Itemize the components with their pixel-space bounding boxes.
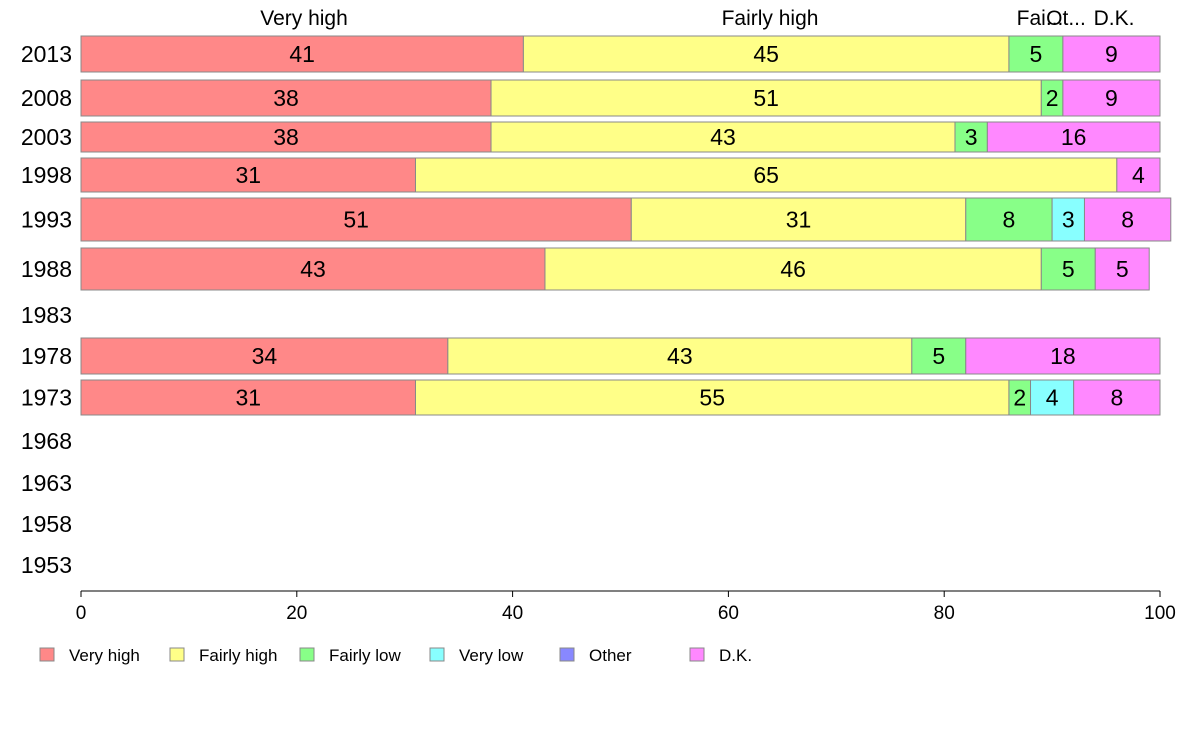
bar-label-1988-very-high: 43 [300, 256, 326, 282]
category-label-1993: 1993 [21, 207, 72, 233]
bar-label-2013-very-high: 41 [289, 41, 315, 67]
x-tick-label-40: 40 [502, 603, 523, 624]
bar-label-1993-very-low: 3 [1062, 207, 1075, 233]
category-label-1978: 1978 [21, 343, 72, 369]
legend-swatch-very-low [430, 648, 444, 661]
category-label-1983: 1983 [21, 302, 72, 328]
top-label-dk: D.K. [1094, 7, 1135, 30]
bar-label-1973-fairly-low: 2 [1013, 385, 1026, 411]
bar-label-1973-very-high: 31 [235, 385, 261, 411]
bar-label-1998-very-high: 31 [235, 162, 261, 188]
bar-label-1993-fairly-high: 31 [786, 207, 812, 233]
bar-label-2013-d-k: 9 [1105, 41, 1118, 67]
legend-label-fairly-low: Fairly low [329, 646, 402, 665]
top-label-fairly-high: Fairly high [722, 7, 819, 30]
bar-label-1993-very-high: 51 [343, 207, 369, 233]
category-label-1958: 1958 [21, 511, 72, 537]
legend-label-other: Other [589, 646, 632, 665]
top-label-very-high: Very high [260, 7, 348, 30]
x-axis: 0 20 40 60 80 100 [76, 591, 1176, 624]
category-label-1953: 1953 [21, 552, 72, 578]
legend-swatch-fairly-low [300, 648, 314, 661]
x-tick-label-0: 0 [76, 603, 87, 624]
x-tick-label-20: 20 [286, 603, 307, 624]
legend: Very high Fairly high Fairly low Very low Ot… [40, 646, 752, 665]
bar-label-2008-fairly-low: 2 [1046, 85, 1059, 111]
x-tick-label-80: 80 [934, 603, 955, 624]
bar-label-2013-fairly-high: 45 [753, 41, 779, 67]
category-label-2003: 2003 [21, 124, 72, 150]
bar-label-2003-d-k: 16 [1061, 124, 1087, 150]
bar-label-2008-fairly-high: 51 [753, 85, 779, 111]
legend-label-d-k: D.K. [719, 646, 752, 665]
category-label-1973: 1973 [21, 385, 72, 411]
bar-label-2008-d-k: 9 [1105, 85, 1118, 111]
bar-label-2013-fairly-low: 5 [1030, 41, 1043, 67]
bar-label-1978-d-k: 18 [1050, 343, 1076, 369]
bar-label-1993-d-k: 8 [1121, 207, 1134, 233]
bar-label-2003-very-high: 38 [273, 124, 299, 150]
bar-label-1973-very-low: 4 [1046, 385, 1059, 411]
category-label-1988: 1988 [21, 256, 72, 282]
category-label-1963: 1963 [21, 470, 72, 496]
bar-label-1973-d-k: 8 [1110, 385, 1123, 411]
bar-label-1978-fairly-high: 43 [667, 343, 693, 369]
legend-label-very-low: Very low [459, 646, 524, 665]
legend-swatch-d-k [690, 648, 704, 661]
bar-label-1973-fairly-high: 55 [699, 385, 725, 411]
category-label-1968: 1968 [21, 428, 72, 454]
bar-label-1978-fairly-low: 5 [932, 343, 945, 369]
legend-swatch-fairly-high [170, 648, 184, 661]
x-tick-label-60: 60 [718, 603, 739, 624]
category-labels: 2013 2008 2003 1998 1993 1988 1983 1978 1973 1968… [21, 41, 72, 578]
legend-label-fairly-high: Fairly high [199, 646, 277, 665]
bar-label-2003-fairly-low: 3 [965, 124, 978, 150]
category-label-2008: 2008 [21, 85, 72, 111]
bar-label-1998-d-k: 4 [1132, 162, 1145, 188]
x-tick-label-100: 100 [1144, 603, 1176, 624]
legend-label-very-high: Very high [69, 646, 140, 665]
category-label-1998: 1998 [21, 162, 72, 188]
bar-label-1988-d-k: 5 [1116, 256, 1129, 282]
bar-label-1988-fairly-low: 5 [1062, 256, 1075, 282]
bar-label-1988-fairly-high: 46 [780, 256, 806, 282]
legend-swatch-other [560, 648, 574, 661]
bar-label-2003-fairly-high: 43 [710, 124, 736, 150]
bar-label-1978-very-high: 34 [252, 343, 278, 369]
legend-swatch-very-high [40, 648, 54, 661]
category-label-2013: 2013 [21, 41, 72, 67]
stacked-bar-chart: Very high Fairly high Fai... Ot... D.K. … [0, 0, 1188, 736]
bar-label-1998-fairly-high: 65 [753, 162, 779, 188]
bar-label-1993-fairly-low: 8 [1003, 207, 1016, 233]
bar-label-2008-very-high: 38 [273, 85, 299, 111]
top-label-other: Ot... [1046, 7, 1086, 30]
column-header-labels: Very high Fairly high Fai... Ot... D.K. [260, 7, 1134, 30]
